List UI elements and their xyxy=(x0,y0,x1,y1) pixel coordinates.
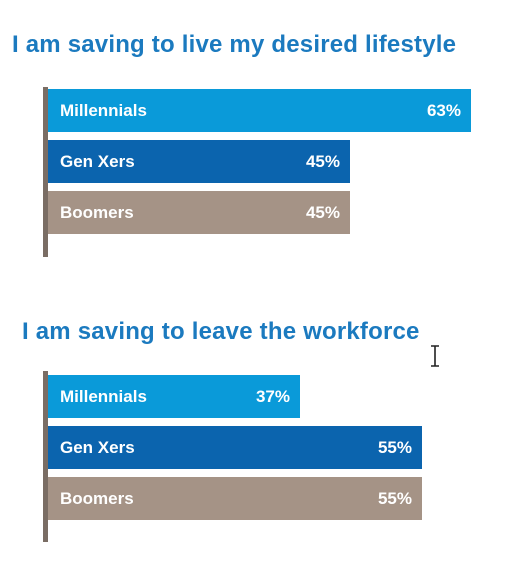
bar-category-label: Boomers xyxy=(60,489,134,508)
bar-value-label: 45% xyxy=(305,152,340,171)
bar-workforce-millennials: Millennials 37% xyxy=(48,375,300,418)
bar-value-label: 55% xyxy=(377,489,412,508)
bar-value-label: 37% xyxy=(255,387,290,406)
bar-value-label: 63% xyxy=(426,101,461,120)
bar-category-label: Gen Xers xyxy=(60,438,135,457)
chart-axis-line-workforce xyxy=(43,371,48,542)
text-cursor-icon xyxy=(431,345,439,367)
chart-title-workforce: I am saving to leave the workforce xyxy=(22,318,420,345)
bar-category-label: Boomers xyxy=(60,203,134,222)
chart-title-lifestyle: I am saving to live my desired lifestyle xyxy=(12,31,457,58)
bar-category-label: Millennials xyxy=(60,101,147,120)
bar-lifestyle-boomers: Boomers 45% xyxy=(48,191,350,234)
bar-lifestyle-gen-xers: Gen Xers 45% xyxy=(48,140,350,183)
bar-workforce-gen-xers: Gen Xers 55% xyxy=(48,426,422,469)
bar-lifestyle-millennials: Millennials 63% xyxy=(48,89,471,132)
bar-category-label: Millennials xyxy=(60,387,147,406)
bar-category-label: Gen Xers xyxy=(60,152,135,171)
chart-axis-line-lifestyle xyxy=(43,87,48,257)
bar-value-label: 55% xyxy=(377,438,412,457)
bar-value-label: 45% xyxy=(305,203,340,222)
bar-workforce-boomers: Boomers 55% xyxy=(48,477,422,520)
